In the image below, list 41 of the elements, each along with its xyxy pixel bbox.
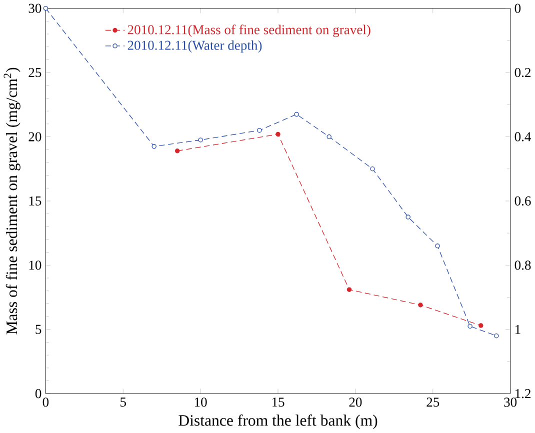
x-axis-title: Distance from the left bank (m) xyxy=(178,414,378,430)
y-tick-label: 15 xyxy=(29,196,42,206)
y2-tick-label: 0 xyxy=(514,4,521,14)
y2-tick-label: 0.2 xyxy=(514,68,530,78)
y-tick-label: 30 xyxy=(28,4,42,13)
point xyxy=(198,138,203,142)
y2-tick-label: 1.2 xyxy=(515,389,530,398)
y-tick-label: 5 xyxy=(36,325,42,334)
x-tick-label: 30 xyxy=(504,398,517,407)
y-tick-label: 25 xyxy=(28,68,42,78)
y-tick-label: 10 xyxy=(29,260,42,270)
point xyxy=(370,166,375,172)
x-tick-label: 25 xyxy=(426,398,440,407)
point xyxy=(152,144,156,149)
y2-tick-label: 1 xyxy=(515,325,520,334)
x-tick-label: 5 xyxy=(120,398,126,407)
point xyxy=(346,287,352,292)
x-tick-label: 10 xyxy=(194,398,207,407)
x-tick-label: 0 xyxy=(42,398,49,407)
point xyxy=(43,6,48,11)
point xyxy=(435,244,440,248)
legend-label: 2010.12.11(Mass of fine sediment on gravel) xyxy=(128,24,370,38)
y-tick-label: 20 xyxy=(28,132,42,142)
x-tick-label: 15 xyxy=(272,398,284,407)
point xyxy=(326,134,332,140)
legend-label: 2010.12.11(Water depth) xyxy=(128,40,262,53)
y-tick-label: 0 xyxy=(35,389,42,398)
point xyxy=(478,323,484,328)
point xyxy=(468,324,472,329)
x-tick-label: 20 xyxy=(349,398,362,407)
point xyxy=(174,148,180,154)
point xyxy=(276,132,280,137)
y2-tick-label: 0.8 xyxy=(514,260,531,270)
point xyxy=(257,128,262,133)
y2-tick-label: 0.4 xyxy=(514,132,532,142)
y-axis-title: Mass of fine sediment on gravel (mg/cm$^{2}$) xyxy=(4,68,20,334)
point xyxy=(418,302,423,308)
y2-tick-label: 0.6 xyxy=(514,196,531,206)
point xyxy=(406,214,410,220)
point xyxy=(294,112,299,117)
point xyxy=(494,334,499,338)
